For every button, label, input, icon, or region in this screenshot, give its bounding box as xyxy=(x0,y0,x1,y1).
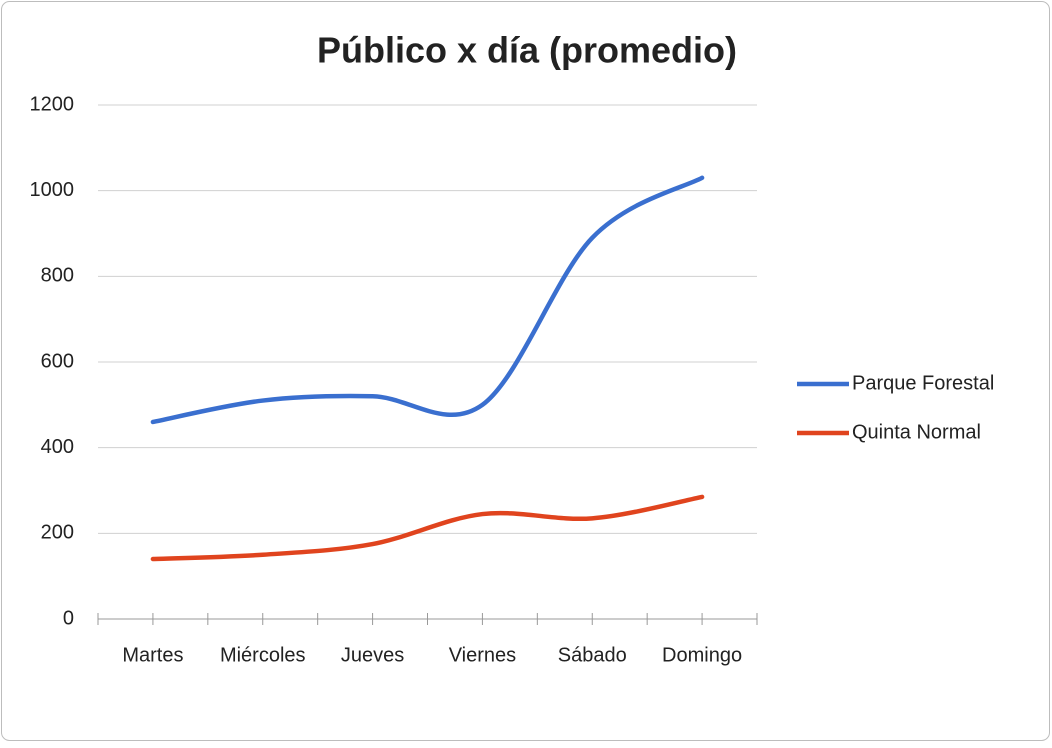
y-tick-label: 800 xyxy=(41,265,74,287)
legend-label: Parque Forestal xyxy=(852,372,994,394)
x-tick-label: Martes xyxy=(122,644,183,666)
y-tick-label: 0 xyxy=(63,607,74,629)
x-tick-label: Jueves xyxy=(341,644,404,666)
y-tick-label: 200 xyxy=(41,522,74,544)
x-tick-label: Viernes xyxy=(449,644,516,666)
series-line xyxy=(150,175,705,425)
y-tick-label: 400 xyxy=(41,436,74,458)
chart-title: Público x día (promedio) xyxy=(317,30,737,71)
series-line xyxy=(150,494,705,562)
legend-label: Quinta Normal xyxy=(852,421,981,443)
y-tick-label: 1200 xyxy=(30,93,75,115)
y-tick-label: 600 xyxy=(41,350,74,372)
x-tick-label: Miércoles xyxy=(220,644,306,666)
x-tick-label: Sábado xyxy=(558,644,627,666)
x-tick-label: Domingo xyxy=(662,644,742,666)
y-tick-label: 1000 xyxy=(30,179,75,201)
